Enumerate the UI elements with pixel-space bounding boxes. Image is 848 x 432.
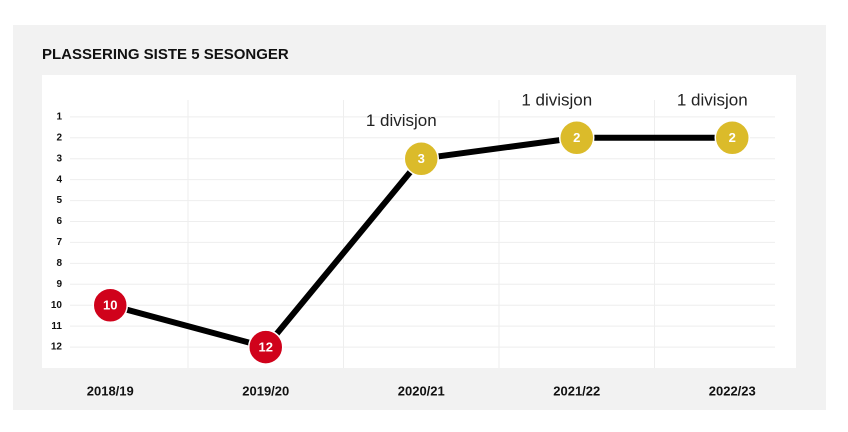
annotation: 1 divisjon (677, 90, 748, 109)
y-tick-label: 9 (56, 279, 62, 290)
chart-title: PLASSERING SISTE 5 SESONGER (42, 46, 289, 63)
y-tick-label: 8 (56, 258, 62, 269)
y-tick-label: 5 (56, 195, 62, 206)
y-tick-label: 4 (56, 174, 62, 185)
y-tick-label: 12 (51, 342, 63, 353)
y-tick-label: 2 (56, 132, 62, 143)
point-label: 2 (573, 130, 580, 145)
point (403, 140, 439, 177)
point-label: 12 (259, 340, 273, 355)
annotation: 1 divisjon (366, 111, 437, 130)
point (559, 120, 595, 156)
point (714, 120, 750, 156)
x-tick-label: 2022/23 (709, 383, 756, 398)
point-label: 10 (103, 298, 117, 313)
y-tick-label: 6 (56, 216, 62, 227)
point (92, 287, 128, 323)
x-tick-label: 2018/19 (87, 383, 134, 398)
point-label: 2 (729, 130, 736, 145)
y-tick-label: 11 (51, 321, 62, 332)
y-tick-label: 1 (56, 111, 62, 122)
x-tick-label: 2021/22 (553, 383, 600, 398)
x-tick-label: 2019/20 (242, 383, 289, 398)
point-label: 3 (418, 151, 425, 166)
y-tick-label: 3 (56, 153, 62, 164)
y-tick-label: 7 (56, 237, 62, 248)
y-tick-label: 10 (51, 300, 63, 311)
x-tick-label: 2020/21 (398, 383, 445, 398)
point (248, 329, 284, 365)
annotation: 1 divisjon (521, 90, 592, 109)
